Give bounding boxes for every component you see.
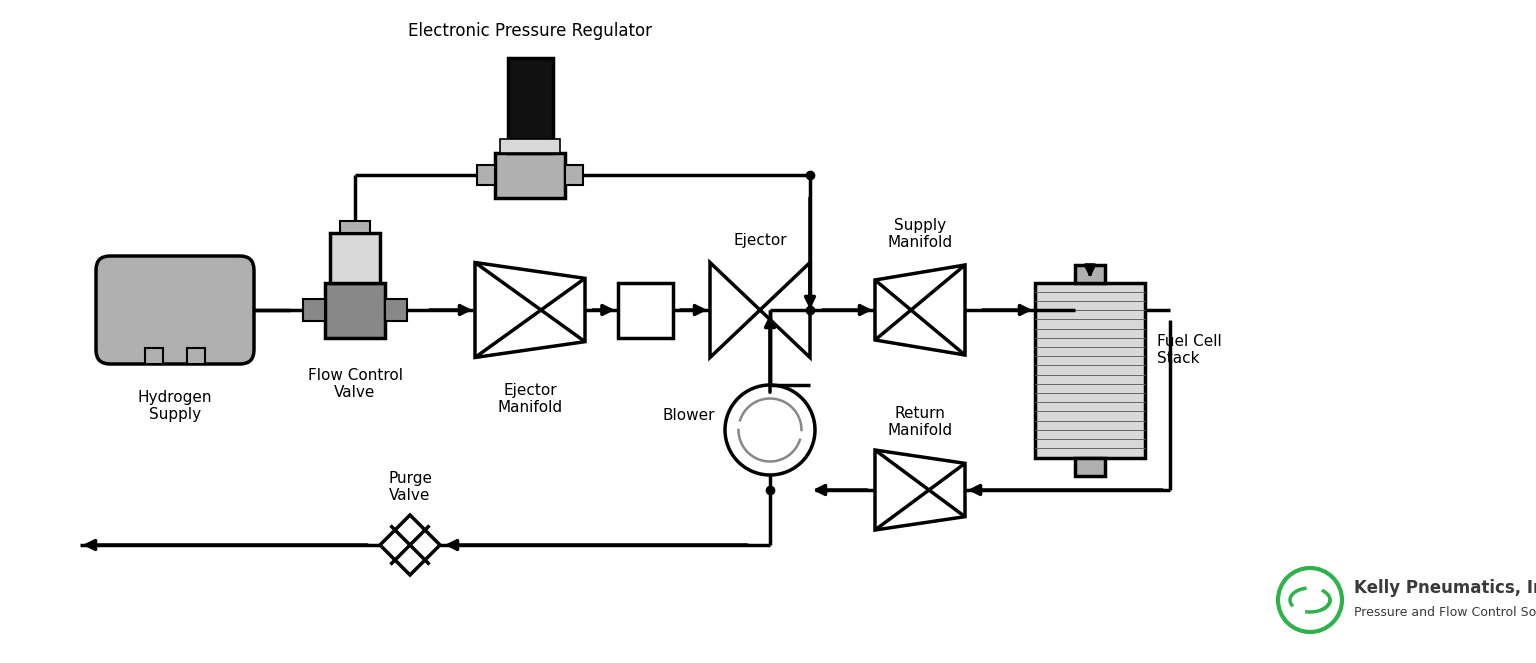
Bar (386, 299, 407, 321)
Text: Return
Manifold: Return Manifold (888, 406, 952, 438)
Polygon shape (760, 263, 809, 357)
Bar (478, 165, 495, 185)
Bar (1035, 282, 1144, 457)
Text: Electronic Pressure Regulator: Electronic Pressure Regulator (409, 21, 651, 40)
Polygon shape (876, 265, 965, 355)
Text: Flow Control
Valve: Flow Control Valve (307, 367, 402, 400)
Text: Ejector
Manifold: Ejector Manifold (498, 383, 562, 415)
Bar (326, 282, 386, 337)
Polygon shape (710, 263, 760, 357)
Bar (303, 299, 326, 321)
Text: Kelly Pneumatics, Inc.: Kelly Pneumatics, Inc. (1355, 579, 1536, 597)
Circle shape (1278, 568, 1342, 632)
Text: Fuel Cell
Stack: Fuel Cell Stack (1157, 333, 1221, 366)
Bar (501, 139, 561, 152)
Bar (144, 348, 163, 364)
Text: Hydrogen
Supply: Hydrogen Supply (138, 390, 212, 422)
Bar (1075, 457, 1104, 475)
FancyBboxPatch shape (95, 256, 253, 364)
Text: Blower: Blower (662, 408, 714, 422)
Bar (1075, 265, 1104, 282)
Polygon shape (876, 450, 965, 530)
Bar (617, 282, 673, 337)
Bar (330, 233, 379, 282)
Bar (565, 165, 584, 185)
Text: Supply
Manifold: Supply Manifold (888, 217, 952, 250)
Bar (495, 152, 565, 198)
Bar (507, 58, 553, 152)
Text: Purge
Valve: Purge Valve (389, 471, 432, 503)
Bar (339, 221, 370, 233)
Polygon shape (379, 515, 439, 575)
Bar (187, 348, 204, 364)
Text: Pressure and Flow Control Solutions: Pressure and Flow Control Solutions (1355, 605, 1536, 619)
Circle shape (725, 385, 816, 475)
Text: Ejector: Ejector (733, 233, 786, 247)
Polygon shape (475, 263, 585, 357)
